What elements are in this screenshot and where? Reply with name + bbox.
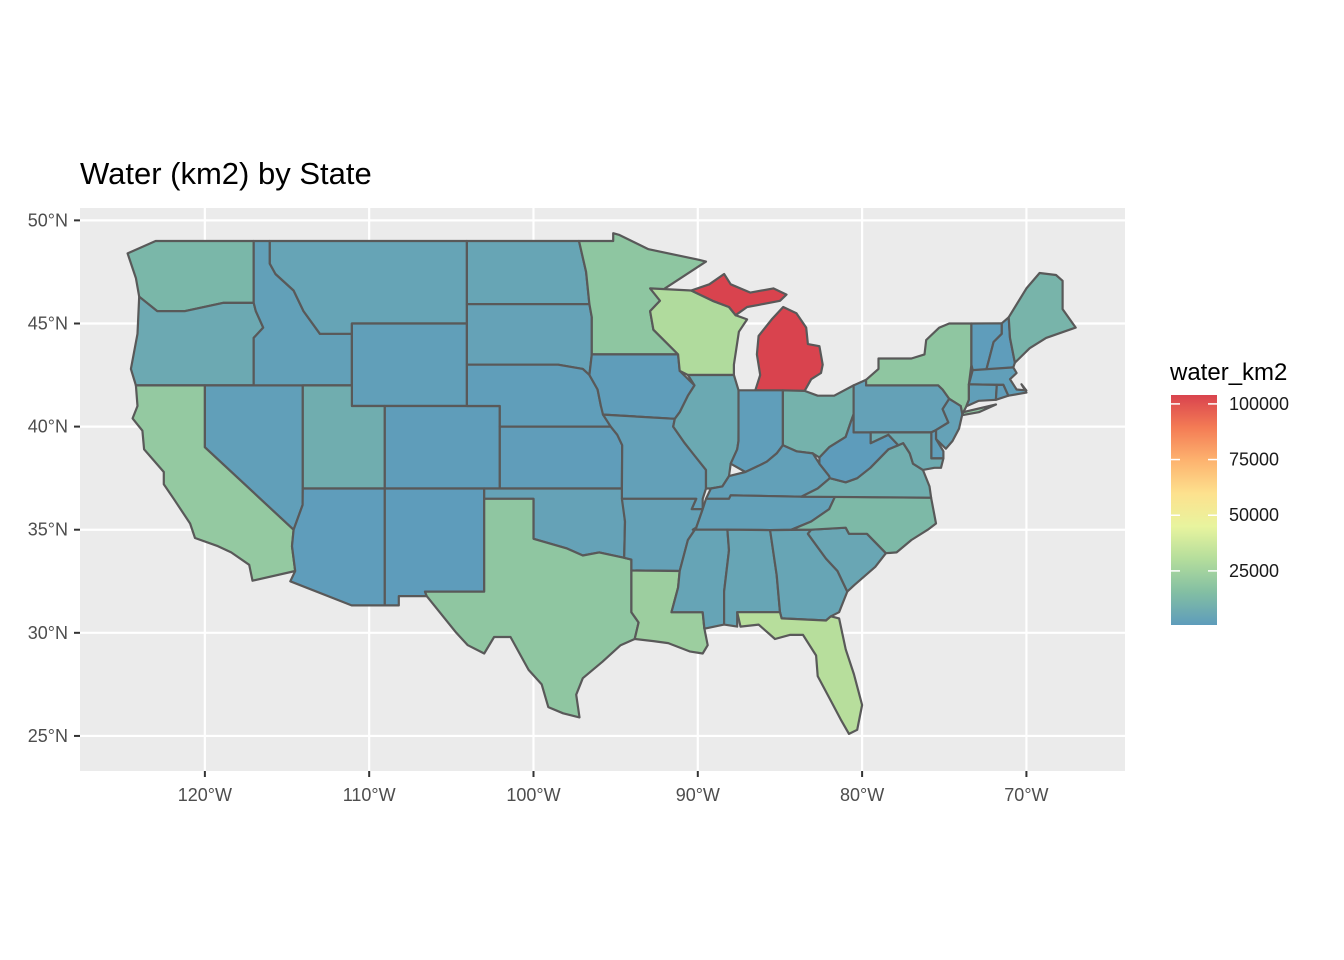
state-rhode-island <box>994 383 1010 401</box>
x-tick-label: 100°W <box>506 785 560 805</box>
y-tick-label: 45°N <box>28 313 68 333</box>
y-tick-label: 50°N <box>28 210 68 230</box>
y-tick-label: 35°N <box>28 520 68 540</box>
state-new-jersey <box>934 397 964 450</box>
state-florida <box>736 611 864 735</box>
x-tick-label: 90°W <box>676 785 720 805</box>
x-tick-label: 120°W <box>178 785 232 805</box>
state-new-mexico <box>383 487 486 607</box>
state-michigan <box>690 272 824 393</box>
y-tick-label: 25°N <box>28 726 68 746</box>
state-colorado <box>383 404 501 490</box>
legend-tick-label: 50000 <box>1229 505 1279 525</box>
state-north-dakota <box>465 239 591 306</box>
state-kansas <box>498 425 624 490</box>
state-maryland <box>869 431 945 471</box>
state-washington <box>126 239 255 313</box>
state-wyoming <box>350 322 468 408</box>
x-tick-label: 80°W <box>840 785 884 805</box>
y-tick-label: 30°N <box>28 623 68 643</box>
legend-tick-label: 75000 <box>1229 450 1279 470</box>
x-tick-label: 110°W <box>343 785 396 805</box>
legend-title: water_km2 <box>1169 359 1287 386</box>
state-oregon <box>129 295 265 387</box>
state-maine <box>1007 271 1077 364</box>
legend-colorbar <box>1171 395 1217 625</box>
legend: water_km2 100000 75000 50000 25000 <box>1169 359 1289 625</box>
chart-title: Water (km2) by State <box>80 156 372 191</box>
x-tick-label: 70°W <box>1004 785 1048 805</box>
legend-tick-label: 100000 <box>1229 394 1289 414</box>
x-axis: 120°W 110°W 100°W 90°W 80°W 70°W <box>178 771 1049 805</box>
y-axis: 25°N 30°N 35°N 40°N 45°N 50°N <box>28 210 80 746</box>
legend-tick-label: 25000 <box>1229 561 1279 581</box>
state-pennsylvania <box>852 378 951 434</box>
state-arizona <box>289 487 386 607</box>
legend-ticks: 100000 75000 50000 25000 <box>1171 394 1289 581</box>
state-texas <box>423 497 640 719</box>
y-tick-label: 40°N <box>28 417 68 437</box>
state-north-carolina <box>790 495 938 555</box>
state-shapes <box>126 232 1077 735</box>
